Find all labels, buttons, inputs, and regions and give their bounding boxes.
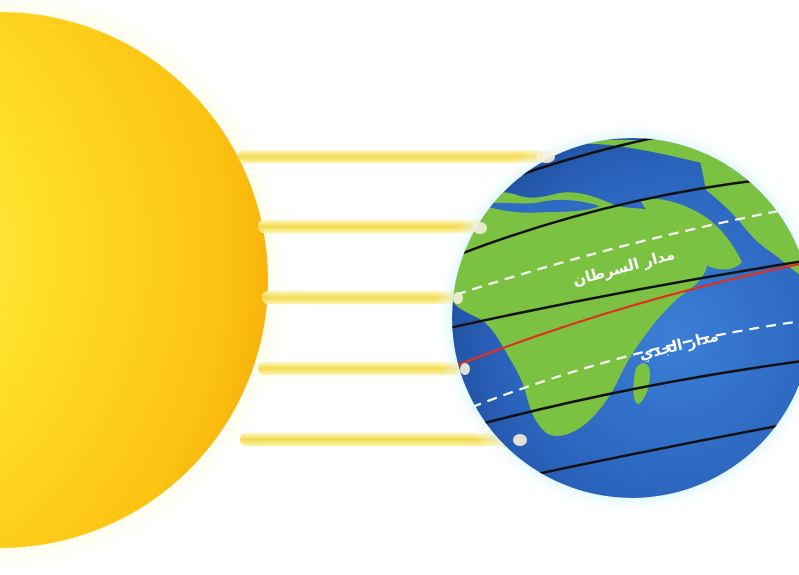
sun-ray-2 [258, 220, 490, 233]
continent-africa [452, 191, 708, 437]
mediterranean-sea [480, 199, 600, 213]
light-spot-1 [537, 151, 555, 163]
sun-ray-3 [262, 291, 462, 304]
sun-ray-4 [258, 362, 468, 375]
light-spot-3 [453, 292, 463, 304]
light-spot-2 [473, 222, 487, 234]
island-madagascar [633, 363, 650, 404]
sun-ray-5 [240, 433, 525, 446]
continent-arabia [640, 198, 742, 270]
light-spots [453, 151, 555, 446]
tropic-of-cancer-line [452, 203, 799, 302]
light-spot-4 [460, 363, 470, 375]
latitude-line-4 [452, 358, 799, 437]
sun-ray-1 [238, 150, 543, 163]
sun-rays [238, 150, 543, 446]
latitude-line-3 [452, 258, 799, 332]
equator-line [452, 260, 799, 374]
sun [0, 0, 300, 575]
earth: مدار السرطان مدار الجدي [434, 120, 799, 516]
light-spot-5 [513, 434, 527, 446]
tropic-of-capricorn-line [452, 318, 799, 422]
